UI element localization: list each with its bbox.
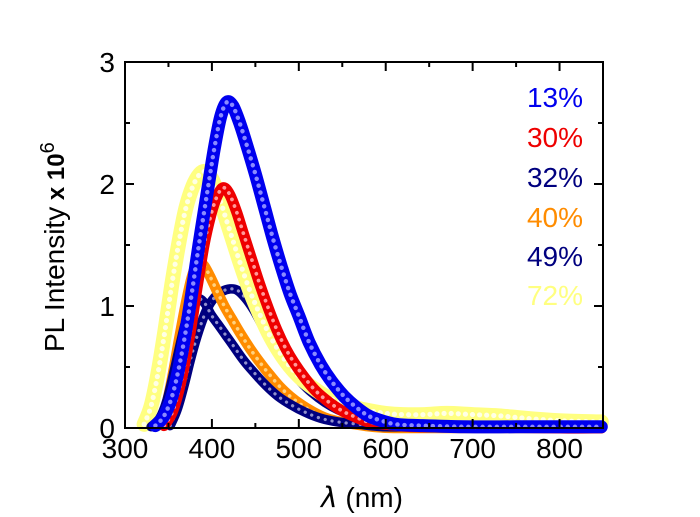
x-tick-label: 300 bbox=[102, 433, 149, 464]
y-axis-title-text: PL Intensity bbox=[39, 206, 71, 353]
x-tick-label: 500 bbox=[275, 433, 322, 464]
y-axis-title: PL Intensity x 106 bbox=[37, 92, 71, 402]
x-axis-title: λ (nm) bbox=[262, 481, 462, 514]
y-tick-label: 3 bbox=[99, 47, 115, 78]
y-axis-multiplier: x 10 bbox=[43, 153, 71, 207]
legend-item-13pct: 13% bbox=[526, 82, 583, 113]
y-tick-label: 0 bbox=[99, 413, 115, 444]
x-tick-label: 700 bbox=[449, 433, 496, 464]
legend-item-40pct: 40% bbox=[526, 202, 583, 233]
y-tick-label: 1 bbox=[99, 291, 115, 322]
legend-item-49pct: 49% bbox=[526, 241, 583, 272]
y-axis-exponent: 6 bbox=[36, 142, 59, 154]
legend-item-30pct: 30% bbox=[526, 122, 583, 153]
legend-item-72pct: 72% bbox=[526, 280, 583, 311]
x-tick-label: 600 bbox=[362, 433, 409, 464]
series-markers-72% bbox=[141, 168, 604, 427]
x-tick-label: 400 bbox=[189, 433, 236, 464]
lambda-symbol: λ bbox=[321, 481, 338, 514]
x-tick-label: 800 bbox=[536, 433, 583, 464]
legend-item-32pct: 32% bbox=[526, 162, 583, 193]
y-tick-label: 2 bbox=[99, 169, 115, 200]
series-markers-13% bbox=[153, 99, 604, 430]
x-axis-unit: (nm) bbox=[337, 482, 403, 513]
